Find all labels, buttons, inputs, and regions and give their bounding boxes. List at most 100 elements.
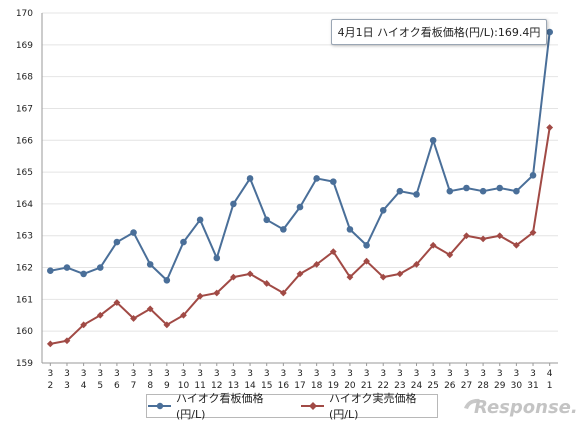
series-0-point-30 (546, 28, 553, 36)
series-0-point-22 (413, 191, 420, 198)
series-1-point-6 (146, 305, 154, 313)
x-tick-month-1: 3 (64, 369, 70, 379)
y-tick-label-164: 164 (16, 200, 33, 210)
series-1-point-26 (479, 235, 487, 243)
series-1-point-25 (463, 232, 470, 240)
x-tick-month-17: 3 (330, 369, 336, 379)
series-0-point-25 (463, 184, 470, 192)
x-tick-month-19: 3 (364, 369, 370, 379)
x-tick-day-24: 26 (444, 381, 456, 391)
series-1-point-15 (296, 270, 304, 278)
series-0-point-6 (146, 261, 154, 268)
x-tick-labels: 3233343536373839310311312313314315316317… (47, 369, 552, 391)
series-1-point-21 (396, 270, 404, 278)
x-tick-month-26: 3 (480, 369, 486, 379)
x-tick-month-13: 3 (264, 369, 270, 379)
y-tick-labels: 159 160 161 162 163 164 165 166 167 168 169 170 (16, 9, 33, 369)
series-1-point-18 (346, 273, 354, 281)
x-tick-day-14: 16 (278, 381, 290, 391)
x-tick-day-26: 28 (477, 381, 489, 391)
series-0-point-13 (263, 216, 271, 224)
legend: ハイオク看板価格(円/L) ハイオク実売価格(円/L) (146, 392, 438, 421)
x-tick-day-10: 12 (211, 381, 222, 391)
x-tick-day-8: 10 (178, 381, 190, 391)
series-markers (46, 28, 554, 348)
legend-item-actual: ハイオク実売価格(円/L) (300, 390, 437, 422)
series-0-point-28 (513, 187, 520, 195)
y-tick-label-159: 159 (16, 359, 33, 369)
series-0-point-3 (96, 264, 104, 271)
x-tick-month-15: 3 (297, 369, 303, 379)
x-tick-month-23: 3 (430, 369, 436, 379)
series-0-point-23 (429, 136, 437, 144)
x-tick-month-16: 3 (314, 369, 320, 379)
series-0-point-0 (47, 267, 54, 275)
x-tick-day-1: 3 (64, 381, 70, 391)
series-1-point-20 (379, 273, 387, 281)
series-0-point-4 (113, 238, 121, 246)
series-1-point-3 (96, 311, 104, 319)
x-tick-day-20: 22 (377, 381, 388, 391)
x-tick-month-7: 3 (164, 369, 170, 379)
x-tick-day-28: 30 (511, 381, 523, 391)
series-0-point-12 (246, 175, 254, 182)
x-tick-month-0: 3 (47, 369, 53, 379)
series-1-point-5 (130, 315, 137, 322)
x-tick-month-27: 3 (497, 369, 503, 379)
x-tick-month-25: 3 (464, 369, 470, 379)
x-tick-month-4: 3 (114, 369, 120, 379)
x-tick-month-14: 3 (280, 369, 286, 379)
series-0-point-29 (529, 171, 537, 179)
x-tick-day-19: 21 (361, 381, 372, 391)
x-tick-month-28: 3 (514, 369, 520, 379)
series-0-point-16 (313, 175, 320, 182)
series-0-point-5 (130, 229, 137, 236)
series-1-point-29 (529, 229, 537, 236)
x-tick-day-23: 25 (427, 381, 438, 391)
series-1-point-28 (512, 241, 520, 249)
series-1-point-0 (46, 340, 54, 348)
gridlines (42, 12, 558, 332)
series-0-point-24 (446, 187, 454, 195)
series-1-point-9 (196, 292, 204, 300)
x-tick-day-6: 8 (147, 381, 153, 391)
x-tick-month-2: 3 (81, 369, 87, 379)
y-tick-label-165: 165 (16, 168, 33, 178)
x-tick-month-12: 3 (247, 369, 253, 379)
x-tick-month-9: 3 (197, 369, 203, 379)
x-tick-day-13: 15 (261, 381, 272, 391)
x-tick-month-6: 3 (147, 369, 153, 379)
x-tick-day-3: 5 (97, 381, 103, 391)
series-1-point-17 (329, 248, 337, 256)
series-0-point-9 (196, 216, 204, 224)
series-0-point-26 (479, 187, 487, 195)
series-0-point-10 (213, 254, 221, 262)
y-tick-label-161: 161 (16, 295, 33, 305)
x-tick-day-22: 24 (411, 381, 423, 391)
x-tick-month-29: 3 (530, 369, 536, 379)
x-tick-day-2: 4 (81, 381, 87, 391)
series-1-point-11 (230, 273, 237, 281)
x-tick-day-4: 6 (114, 381, 120, 391)
y-tick-label-163: 163 (16, 232, 33, 242)
y-tick-label-170: 170 (16, 9, 33, 19)
annotation-callout: 4月1日 ハイオク看板価格(円/L):169.4円 (331, 19, 547, 45)
series-1-point-16 (313, 260, 321, 268)
legend-item-signboard: ハイオク看板価格(円/L) (147, 390, 284, 422)
series-0-point-27 (496, 184, 504, 192)
axes (41, 13, 558, 366)
series-1-point-2 (80, 321, 88, 329)
series-1-point-7 (163, 321, 171, 329)
watermark-text: Response. (474, 397, 576, 418)
x-tick-day-9: 11 (194, 381, 205, 391)
series-0-point-14 (280, 226, 287, 233)
x-tick-day-11: 13 (228, 381, 239, 391)
series-0-point-21 (396, 187, 404, 195)
series-0-point-19 (363, 241, 370, 249)
x-tick-month-22: 3 (414, 369, 420, 379)
series-1-point-30 (546, 124, 554, 131)
series-1-point-12 (246, 270, 254, 278)
legend-label-actual: ハイオク実売価格(円/L) (329, 392, 417, 421)
y-tick-label-168: 168 (16, 73, 33, 83)
